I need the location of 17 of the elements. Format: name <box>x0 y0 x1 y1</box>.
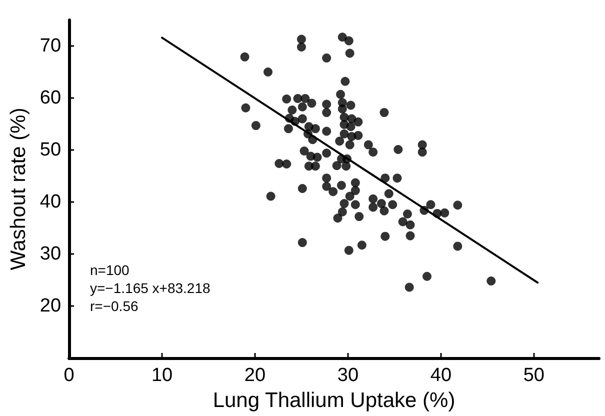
y-tick-label: 60 <box>40 88 62 108</box>
y-tick-label: 30 <box>40 244 62 264</box>
annotation: n=100 <box>90 262 130 278</box>
x-tick-label: 40 <box>430 365 452 386</box>
y-tick-label: 20 <box>40 296 62 316</box>
x-tick-label: 20 <box>244 365 266 386</box>
annotation: r=−0.56 <box>90 298 138 314</box>
x-tick-label: 10 <box>151 365 173 386</box>
y-axis-title: Washout rate (%) <box>7 108 30 270</box>
x-tick-label: 30 <box>337 365 359 386</box>
y-tick-label: 40 <box>40 192 62 212</box>
y-tick-label: 70 <box>40 36 62 56</box>
y-tick-label: 50 <box>40 140 62 160</box>
x-axis-title: Lung Thallium Uptake (%) <box>212 389 456 412</box>
x-tick-label: 0 <box>64 365 74 386</box>
x-tick-label: 50 <box>523 365 544 386</box>
annotation: y=−1.165 x+83.218 <box>90 280 210 296</box>
